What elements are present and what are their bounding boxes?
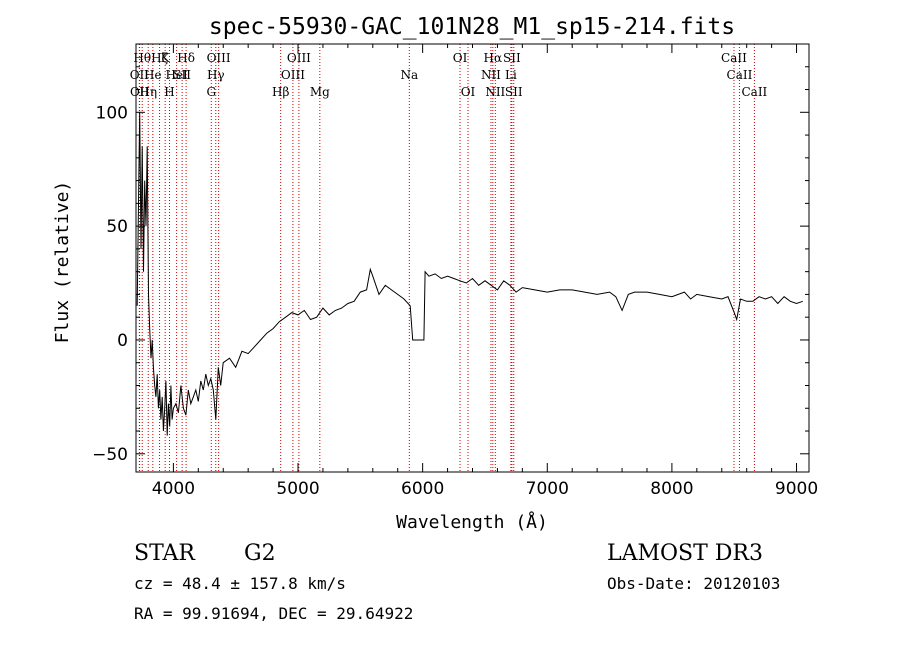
line-marker-label: NII [481, 68, 501, 82]
line-marker-label: Li [505, 68, 517, 82]
x-tick-label: 5000 [276, 479, 319, 499]
line-marker-label: K [161, 51, 171, 65]
line-marker-label: NII [485, 85, 505, 99]
line-marker-label: Hβ [272, 85, 289, 99]
spectrum-line [136, 112, 803, 436]
line-marker-label: OI [461, 85, 476, 99]
x-tick-label: 9000 [775, 479, 818, 499]
y-tick-label: −50 [92, 445, 128, 465]
plot-frame [135, 43, 810, 473]
object-class: STAR [134, 541, 196, 566]
observation-date: Obs-Date: 20120103 [607, 574, 780, 593]
y-axis: −50 0 50 100 [92, 66, 809, 465]
x-axis-label: Wavelength (Å) [396, 511, 548, 533]
line-marker-label: OI [453, 51, 468, 65]
emission-line-labels: OIIOIIHθHηHeHζKHHeISIIHδGHγOIIIHβOIIIOII… [130, 51, 768, 99]
y-tick-label: 50 [106, 217, 128, 237]
line-marker-label: Hη [139, 85, 157, 99]
line-marker-label: SII [173, 68, 191, 82]
x-axis: 4000 5000 6000 7000 8000 9000 [152, 44, 818, 499]
redshift-value: cz = 48.4 ± 157.8 km/s [134, 574, 346, 593]
y-tick-label: 0 [117, 331, 128, 351]
emission-line-markers [138, 44, 755, 472]
y-axis-label: Flux (relative) [52, 181, 73, 344]
chart-title: spec-55930-GAC_101N28_M1_sp15-214.fits [209, 14, 735, 40]
line-marker-label: HeI [165, 68, 188, 82]
line-marker-label: Hδ [177, 51, 195, 65]
line-marker-label: SII [505, 85, 523, 99]
survey-label: LAMOST DR3 [607, 541, 763, 566]
line-marker-label: G [206, 85, 216, 99]
line-marker-label: OII [130, 85, 150, 99]
x-tick-label: 6000 [401, 479, 444, 499]
line-marker-label: SII [503, 51, 521, 65]
line-marker-label: Na [400, 68, 418, 82]
line-marker-label: He [144, 68, 162, 82]
line-marker-label: OIII [281, 68, 305, 82]
line-marker-label: H [164, 85, 174, 99]
object-subclass: G2 [244, 541, 276, 566]
y-tick-label: 100 [96, 103, 128, 123]
line-marker-label: CaII [721, 51, 747, 65]
x-tick-label: 8000 [650, 479, 693, 499]
line-marker-label: CaII [741, 85, 767, 99]
line-marker-label: Hα [484, 51, 503, 65]
line-marker-label: Mg [310, 85, 330, 99]
line-marker-label: OII [130, 68, 150, 82]
line-marker-label: Hγ [207, 68, 225, 82]
line-marker-label: Hθ [133, 51, 151, 65]
coordinates: RA = 99.91694, DEC = 29.64922 [134, 604, 413, 623]
line-marker-label: CaII [727, 68, 753, 82]
line-marker-label: OIII [287, 51, 311, 65]
x-tick-label: 4000 [152, 479, 195, 499]
x-tick-label: 7000 [526, 479, 569, 499]
line-marker-label: Hζ [151, 51, 168, 65]
line-marker-label: OIII [207, 51, 231, 65]
